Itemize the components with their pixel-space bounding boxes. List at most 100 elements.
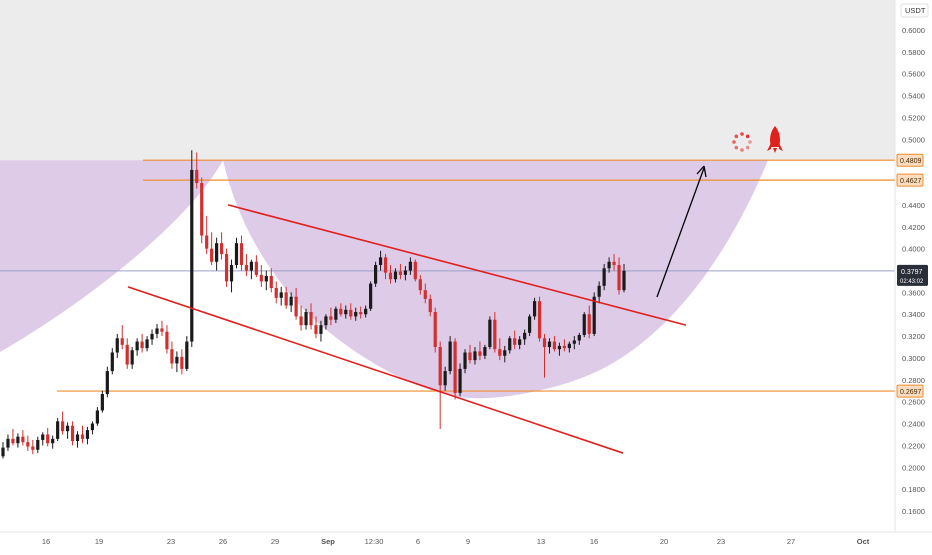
candle-body <box>354 312 358 317</box>
candle-body <box>120 338 124 345</box>
x-tick-label: 16 <box>42 537 50 546</box>
loading-dot <box>745 134 750 139</box>
loading-dot <box>745 145 750 150</box>
plot-area[interactable] <box>0 0 895 459</box>
x-tick-label: 12:30 <box>365 537 384 546</box>
candle-body <box>453 341 457 393</box>
candle-body <box>150 333 154 340</box>
x-tick-label: 20 <box>660 537 668 546</box>
level-badge-3 <box>896 384 924 398</box>
upper-shaded-region <box>0 0 895 161</box>
candle-body <box>378 257 383 266</box>
y-tick-label: 0.5600 <box>902 70 925 79</box>
y-tick-label: 0.2000 <box>902 463 925 472</box>
candle-body <box>388 272 393 280</box>
candle-body <box>622 270 626 291</box>
candle-body <box>175 356 179 364</box>
candle-body <box>319 325 323 334</box>
candle-body <box>190 169 194 342</box>
candle-body <box>314 325 318 334</box>
y-tick-label: 0.2600 <box>902 398 925 407</box>
candle-body <box>65 425 70 432</box>
candle-body <box>369 283 373 309</box>
candle-body <box>11 438 15 444</box>
candle-body <box>234 243 239 266</box>
y-tick-label: 0.5400 <box>902 92 925 101</box>
candle-body <box>582 314 586 335</box>
currency-box <box>900 3 929 18</box>
candle-body <box>16 436 20 444</box>
candle-body <box>592 296 596 334</box>
candle-body <box>518 339 522 345</box>
candle-body <box>398 271 403 275</box>
candle-body <box>557 345 562 350</box>
candle-body <box>239 243 244 266</box>
currency-selector[interactable]: USDT <box>900 3 929 18</box>
candle-body <box>279 292 283 298</box>
candle-body <box>269 275 273 288</box>
x-tick-label: 16 <box>590 537 598 546</box>
candle-body <box>26 442 30 447</box>
x-tick-label: Sep <box>321 537 335 546</box>
candle-body <box>100 394 104 411</box>
channel-upper-line[interactable] <box>227 204 687 326</box>
y-tick-label: 0.3400 <box>902 310 925 319</box>
y-tick-label: 0.6000 <box>902 26 925 35</box>
candle-body <box>552 341 557 350</box>
candle-body <box>483 347 487 356</box>
loading-dot <box>734 145 739 150</box>
candle-body <box>374 265 378 284</box>
candle-body <box>438 347 442 386</box>
candle-body <box>61 421 65 432</box>
candle-body <box>140 341 144 349</box>
target-arrow-head <box>696 165 707 178</box>
candle-body <box>195 169 199 184</box>
candle-body <box>1 447 5 457</box>
candle-body <box>503 350 507 356</box>
candle-body <box>264 275 268 282</box>
channel-lower-line[interactable] <box>127 286 624 454</box>
candle-body <box>498 349 502 356</box>
candle-body <box>468 352 472 361</box>
candle-body <box>41 434 45 440</box>
rocket-flame <box>773 148 777 153</box>
candle-body <box>185 341 189 369</box>
target-arrow-line[interactable] <box>656 167 705 298</box>
candle-body <box>572 340 576 344</box>
candle-body <box>259 274 263 282</box>
y-tick-label: 0.5800 <box>902 48 925 57</box>
candle-body <box>359 312 363 315</box>
candle-body <box>478 351 482 356</box>
candle-body <box>433 312 437 348</box>
candle-body <box>254 261 258 275</box>
candle-body <box>180 356 184 369</box>
arc-left-shape <box>0 160 223 352</box>
candle-body <box>448 341 452 372</box>
x-tick-label: 13 <box>537 537 545 546</box>
level-badge-label: 0.4627 <box>900 178 922 185</box>
candle-body <box>364 308 368 315</box>
candle-body <box>349 309 353 317</box>
candle-body <box>80 434 85 439</box>
y-tick-label: 0.4400 <box>902 201 925 210</box>
candle-body <box>125 344 129 365</box>
candle-body <box>70 425 75 442</box>
candle-body <box>289 296 293 306</box>
candles <box>1 150 626 459</box>
rocket-body <box>770 126 780 147</box>
loading-dot <box>734 134 739 139</box>
candle-body <box>51 438 55 444</box>
candle-body <box>393 271 398 280</box>
candle-body <box>145 339 149 349</box>
candle-body <box>458 368 462 393</box>
candle-body <box>329 316 333 320</box>
candle-body <box>36 439 40 450</box>
candle-body <box>21 436 25 443</box>
time-axis[interactable] <box>0 532 895 550</box>
current-price-label: 0.3797 <box>901 269 923 276</box>
level-badge-label: 0.4809 <box>900 158 922 165</box>
candle-body <box>165 331 169 350</box>
x-tick-label: 9 <box>466 537 470 546</box>
candle-body <box>244 265 249 271</box>
